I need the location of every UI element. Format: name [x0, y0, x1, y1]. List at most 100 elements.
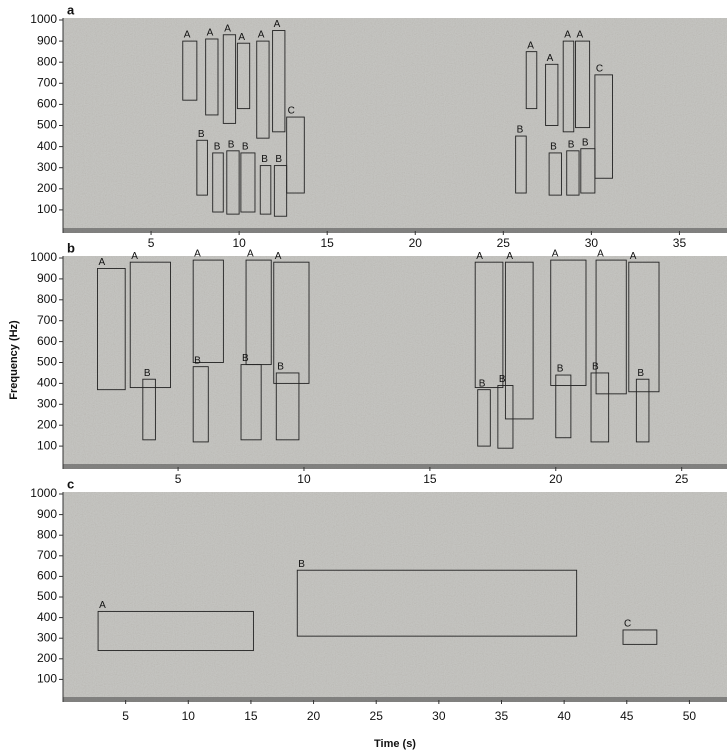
box-label: B — [499, 374, 506, 385]
x-tick-label: 10 — [182, 709, 196, 723]
box-label: B — [557, 364, 564, 375]
box-label: A — [476, 251, 483, 262]
box-label: B — [194, 355, 201, 366]
spectrogram-noise — [63, 18, 727, 233]
annotation-box — [545, 63, 559, 126]
panel-label: c — [67, 476, 74, 491]
y-tick-label: 200 — [37, 181, 57, 195]
annotation-box — [97, 610, 254, 652]
y-tick-label: 100 — [37, 438, 57, 452]
box-label: B — [275, 154, 282, 165]
annotation-box — [474, 261, 504, 389]
x-tick-label: 25 — [675, 472, 689, 486]
x-tick-label: 15 — [423, 472, 437, 486]
box-label: A — [98, 257, 105, 268]
box-label: A — [207, 28, 214, 39]
y-tick-label: 900 — [37, 33, 57, 47]
annotation-box — [566, 150, 580, 196]
y-tick-label: 300 — [37, 630, 57, 644]
annotation-box — [635, 378, 650, 443]
annotation-box — [525, 51, 538, 110]
box-label: A — [184, 30, 191, 41]
annotation-box — [575, 40, 591, 129]
box-label: A — [131, 251, 138, 262]
x-tick-label: 50 — [683, 709, 697, 723]
annotation-box — [497, 385, 514, 449]
box-label: A — [527, 40, 534, 51]
box-label: A — [630, 251, 637, 262]
y-tick-label: 600 — [37, 334, 57, 348]
y-tick-label: 500 — [37, 589, 57, 603]
annotation-box — [275, 372, 300, 441]
y-tick-label: 500 — [37, 118, 57, 132]
box-label: B — [582, 137, 589, 148]
box-label: A — [506, 251, 513, 262]
x-tick-label: 20 — [549, 472, 563, 486]
x-tick-label: 45 — [620, 709, 634, 723]
x-tick-label: 35 — [495, 709, 509, 723]
y-tick-label: 800 — [37, 292, 57, 306]
panel-label: a — [67, 2, 75, 17]
box-label: B — [242, 142, 249, 153]
box-label: B — [277, 362, 284, 373]
box-label: A — [577, 30, 584, 41]
x-tick-label: 25 — [370, 709, 384, 723]
y-tick-label: 700 — [37, 75, 57, 89]
box-label: B — [261, 154, 268, 165]
annotation-box — [222, 34, 237, 124]
box-label: B — [242, 353, 249, 364]
annotation-box — [256, 40, 270, 139]
box-label: A — [258, 30, 265, 41]
spectrogram-floor — [63, 228, 727, 233]
x-tick-label: 5 — [122, 709, 129, 723]
annotation-box — [296, 569, 578, 637]
box-label: B — [214, 142, 221, 153]
y-tick-label: 1000 — [30, 250, 57, 264]
x-tick-label: 15 — [321, 236, 335, 250]
y-tick-label: 300 — [37, 160, 57, 174]
annotation-box — [504, 261, 534, 420]
x-tick-label: 5 — [175, 472, 182, 486]
box-label: A — [194, 249, 201, 260]
annotation-box — [555, 374, 572, 439]
x-tick-label: 20 — [409, 236, 423, 250]
annotation-box — [562, 40, 575, 133]
annotation-box — [594, 74, 613, 179]
box-label: A — [564, 30, 571, 41]
y-tick-label: 900 — [37, 507, 57, 521]
annotation-box — [628, 261, 660, 393]
annotation-box — [580, 148, 596, 194]
annotation-box — [240, 364, 262, 441]
y-tick-label: 100 — [37, 672, 57, 686]
box-label: B — [637, 368, 644, 379]
box-label: C — [624, 619, 631, 630]
box-label: A — [552, 249, 559, 260]
box-label: C — [288, 106, 295, 117]
y-tick-label: 800 — [37, 54, 57, 68]
x-tick-label: 10 — [232, 236, 246, 250]
box-label: B — [479, 378, 486, 389]
box-label: B — [568, 139, 575, 150]
x-tick-label: 35 — [673, 236, 687, 250]
annotation-box — [212, 152, 224, 213]
spectrogram-noise — [63, 492, 727, 702]
y-tick-label: 900 — [37, 271, 57, 285]
annotation-box — [273, 261, 310, 384]
y-tick-label: 500 — [37, 355, 57, 369]
annotation-box — [548, 152, 562, 196]
y-tick-label: 1000 — [30, 486, 57, 500]
x-axis-label: Time (s) — [374, 738, 416, 750]
x-tick-label: 15 — [244, 709, 258, 723]
x-tick-label: 20 — [307, 709, 321, 723]
annotation-box — [182, 40, 198, 101]
y-tick-label: 400 — [37, 139, 57, 153]
annotation-box — [477, 389, 491, 447]
spectrogram-floor — [63, 464, 727, 469]
annotation-box — [590, 372, 610, 443]
box-label: B — [144, 368, 151, 379]
annotation-box — [515, 135, 527, 194]
panel-label: b — [67, 240, 75, 255]
x-tick-label: 30 — [432, 709, 446, 723]
annotation-box — [595, 259, 627, 395]
